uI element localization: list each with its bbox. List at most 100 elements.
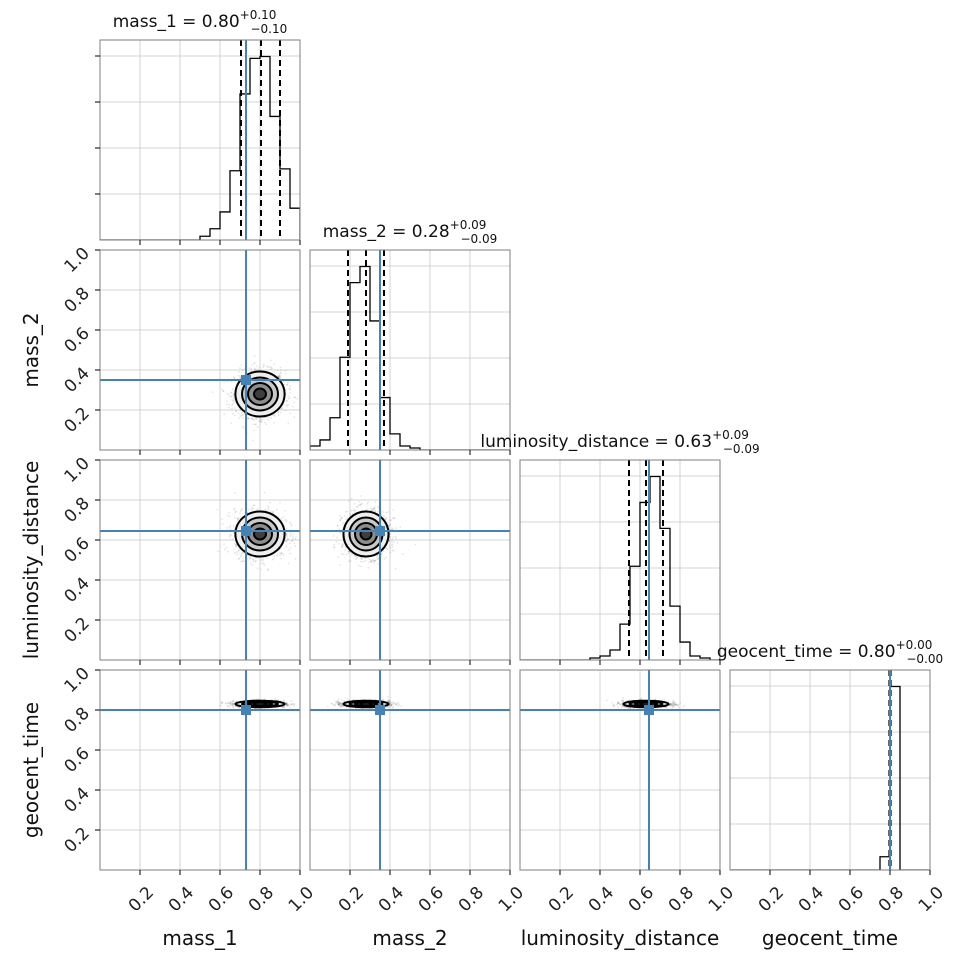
sample-point: [288, 387, 291, 390]
sample-point: [267, 507, 270, 509]
sample-point: [226, 392, 229, 395]
sample-point: [223, 413, 226, 416]
sample-point: [291, 405, 294, 408]
sample-point: [236, 518, 239, 521]
sample-point: [349, 560, 352, 562]
sample-point: [269, 501, 272, 504]
sample-point: [232, 706, 235, 709]
sample-point: [231, 402, 234, 405]
sample-point: [250, 562, 252, 565]
sample-point: [270, 366, 273, 369]
sample-point: [254, 559, 257, 562]
sample-point: [235, 410, 237, 412]
sample-point: [388, 544, 390, 547]
sample-point: [230, 395, 233, 398]
sample-point: [223, 543, 225, 546]
sample-point: [225, 400, 228, 402]
sample-point: [282, 516, 285, 519]
sample-point: [366, 502, 369, 505]
sample-point: [253, 504, 256, 507]
sample-point: [343, 514, 346, 517]
sample-point: [285, 540, 288, 543]
title-luminosity_distance: luminosity_distance = 0.63+0.09 −0.09: [480, 428, 759, 456]
sample-point: [258, 420, 261, 423]
sample-point: [391, 528, 394, 531]
sample-point: [393, 517, 395, 520]
sample-point: [231, 388, 234, 390]
sample-point: [283, 519, 286, 521]
sample-point: [279, 375, 282, 377]
sample-point: [285, 519, 288, 522]
sample-point: [282, 403, 285, 406]
sample-point: [388, 524, 391, 527]
sample-point: [337, 555, 340, 558]
sample-point: [251, 417, 253, 420]
sample-point: [229, 524, 231, 527]
sample-point: [260, 559, 263, 562]
sample-point: [240, 554, 243, 557]
sample-point: [251, 417, 254, 420]
sample-point: [232, 699, 235, 702]
sample-point: [385, 556, 388, 559]
sample-point: [269, 368, 272, 371]
sample-point: [273, 421, 275, 424]
sample-point: [258, 366, 261, 369]
sample-point: [237, 550, 240, 553]
sample-point: [252, 558, 255, 561]
sample-point: [228, 511, 231, 514]
sample-point: [237, 558, 240, 561]
sample-point: [221, 518, 223, 521]
sample-point: [248, 367, 251, 369]
sample-point: [304, 703, 306, 705]
sample-point: [346, 510, 349, 513]
sample-point: [293, 703, 296, 706]
sample-point: [358, 500, 361, 503]
sample-point: [357, 564, 360, 567]
sample-point: [278, 375, 280, 378]
sample-point: [234, 414, 236, 417]
sample-point: [284, 388, 287, 391]
sample-point: [240, 414, 243, 417]
sample-point: [291, 536, 294, 538]
sample-point: [377, 505, 379, 508]
sample-point: [232, 392, 235, 395]
sample-point: [383, 558, 386, 560]
sample-point: [235, 410, 237, 413]
sample-point: [285, 545, 288, 548]
sample-point: [247, 555, 249, 558]
sample-point: [391, 544, 394, 546]
sample-point: [380, 553, 383, 556]
sample-point: [295, 536, 297, 539]
sample-point: [346, 516, 349, 518]
sample-point: [226, 380, 228, 383]
sample-point: [268, 416, 270, 419]
sample-point: [272, 414, 275, 416]
sample-point: [289, 532, 292, 534]
sample-point: [340, 545, 343, 548]
sample-point: [217, 550, 220, 553]
title-minus: −0.09: [723, 442, 760, 456]
sample-point: [367, 501, 370, 504]
sample-point: [222, 390, 225, 393]
panel-frame: [729, 669, 931, 871]
sample-point: [391, 527, 394, 529]
sample-point: [222, 390, 225, 393]
sample-point: [287, 562, 290, 565]
panel-background: [100, 40, 300, 240]
sample-point: [234, 491, 236, 494]
sample-point: [229, 392, 232, 394]
sample-point: [293, 396, 296, 399]
sample-point: [226, 514, 229, 517]
sample-point: [340, 517, 343, 520]
sample-point: [223, 381, 225, 384]
sample-point: [265, 423, 268, 426]
sample-point: [233, 407, 236, 409]
sample-point: [266, 418, 269, 421]
sample-point: [261, 558, 263, 560]
sample-point: [367, 557, 370, 560]
sample-point: [280, 407, 283, 410]
sample-point: [262, 562, 265, 565]
sample-point: [273, 554, 276, 557]
sample-point: [223, 548, 226, 551]
sample-point: [277, 411, 280, 414]
